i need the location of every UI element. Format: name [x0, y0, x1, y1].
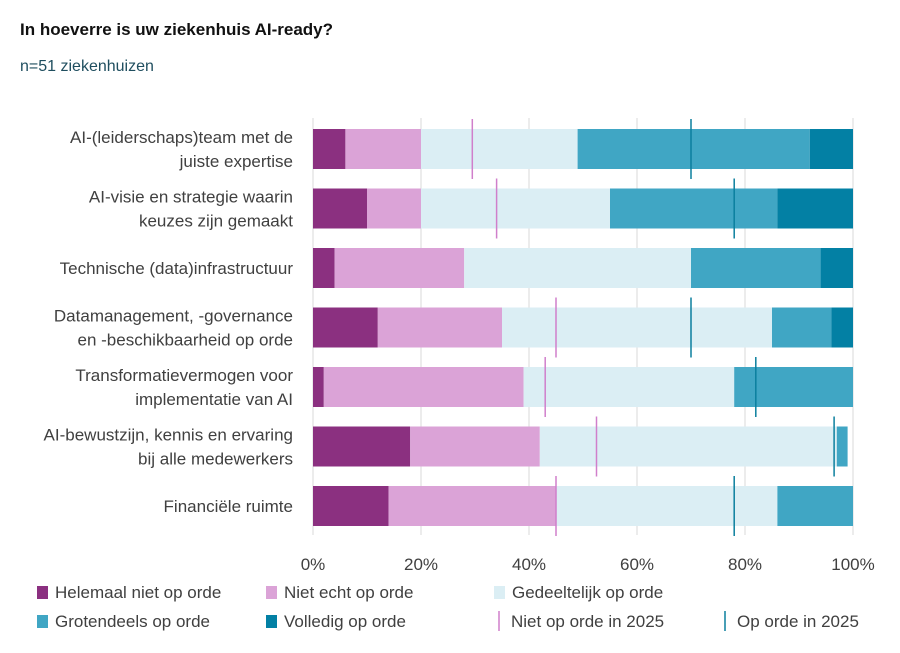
category-label: AI-visie en strategie waarin: [89, 188, 293, 207]
category-label: Datamanagement, -governance: [54, 307, 293, 326]
bar-segment: [334, 248, 465, 288]
legend: Helemaal niet op orde Niet echt op orde Ge…: [37, 583, 859, 631]
x-axis-ticks: 0% 20% 40% 60% 80% 100%: [301, 555, 875, 574]
chart-subtitle: n=51 ziekenhuizen: [20, 58, 154, 75]
bar-segment: [313, 367, 324, 407]
category-label: Financiële ruimte: [164, 497, 293, 516]
category-label: AI-(leiderschaps)team met de: [70, 128, 293, 147]
bar-segment: [323, 367, 524, 407]
category-label: en -beschikbaarheid op orde: [78, 331, 293, 350]
legend-label: Op orde in 2025: [737, 612, 859, 631]
x-tick-label: 20%: [404, 555, 438, 574]
bar-segment: [502, 307, 772, 348]
legend-label: Gedeeltelijk op orde: [512, 583, 663, 602]
category-label: Technische (data)infrastructuur: [60, 259, 294, 278]
x-tick-label: 100%: [831, 555, 874, 574]
chart-title: In hoeverre is uw ziekenhuis AI-ready?: [20, 20, 334, 39]
bar-segment: [367, 188, 421, 229]
legend-swatch: [266, 615, 277, 628]
category-label: Transformatievermogen voor: [75, 366, 293, 385]
target-markers: [471, 119, 835, 536]
bar-segment: [734, 367, 853, 407]
legend-label: Grotendeels op orde: [55, 612, 210, 631]
bar-segment: [809, 129, 853, 169]
category-labels: AI-(leiderschaps)team met de juiste exper…: [44, 128, 294, 516]
x-tick-label: 0%: [301, 555, 326, 574]
bar-segment: [777, 188, 853, 229]
x-tick-label: 80%: [728, 555, 762, 574]
legend-label: Niet echt op orde: [284, 583, 413, 602]
legend-swatch: [266, 586, 277, 599]
bar-segment: [313, 486, 389, 526]
legend-swatch: [494, 586, 505, 599]
bar-segment: [377, 307, 502, 348]
bar-segment: [410, 426, 540, 467]
bar-segment: [421, 188, 610, 229]
legend-label: Niet op orde in 2025: [511, 612, 664, 631]
legend-label: Volledig op orde: [284, 612, 406, 631]
bar-segment: [313, 307, 378, 348]
bar-segment: [345, 129, 421, 169]
legend-label: Helemaal niet op orde: [55, 583, 221, 602]
category-label: bij alle medewerkers: [138, 450, 293, 469]
category-label: juiste expertise: [179, 152, 293, 171]
category-label: implementatie van AI: [135, 390, 293, 409]
x-tick-label: 40%: [512, 555, 546, 574]
bar-segment: [836, 426, 848, 467]
bar-segment: [610, 188, 778, 229]
bar-segment: [464, 248, 691, 288]
bar-segment: [556, 486, 778, 526]
bar-segment: [820, 248, 853, 288]
bar-segment: [577, 129, 810, 169]
bar-segment: [313, 426, 411, 467]
bar-segment: [831, 307, 853, 348]
bar-segment: [523, 367, 735, 407]
legend-swatch: [37, 586, 48, 599]
bar-segment: [313, 188, 367, 229]
legend-swatch: [37, 615, 48, 628]
category-label: AI-bewustzijn, kennis en ervaring: [44, 426, 293, 445]
x-tick-label: 60%: [620, 555, 654, 574]
category-label: keuzes zijn gemaakt: [139, 212, 293, 231]
bar-segment: [777, 486, 853, 526]
bar-segment: [313, 248, 335, 288]
bar-segment: [388, 486, 556, 526]
bar-segment: [691, 248, 821, 288]
bar-segment: [539, 426, 837, 467]
bar-segment: [772, 307, 832, 348]
bar-segment: [313, 129, 346, 169]
bar-stacks: [313, 129, 853, 526]
bar-segment: [421, 129, 578, 169]
